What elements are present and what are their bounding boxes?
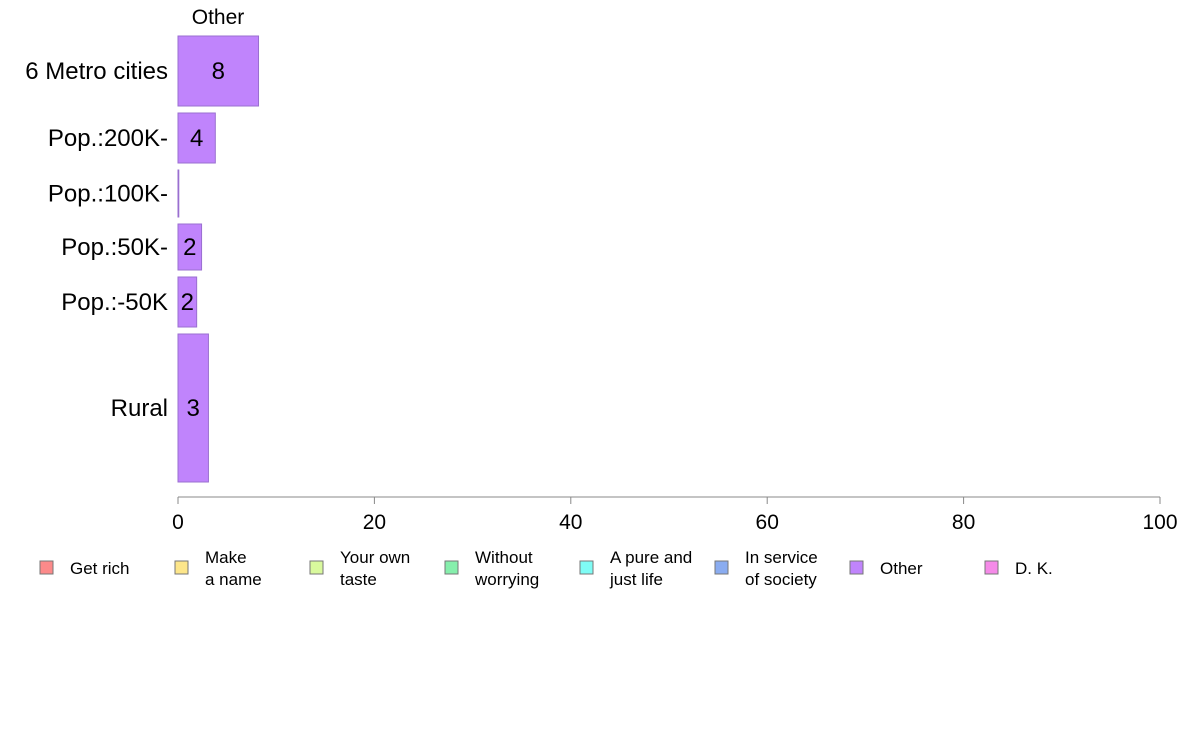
bars: 8 4 2 2 3 xyxy=(177,35,260,483)
legend-label: A pure and xyxy=(610,548,692,567)
category-labels: 6 Metro cities Pop.:200K- Pop.:100K- Pop.:5… xyxy=(25,58,168,422)
x-tick-label: 20 xyxy=(363,511,386,534)
legend-swatch xyxy=(444,560,459,575)
x-tick-label: 80 xyxy=(952,511,975,534)
x-tick-label: 0 xyxy=(172,511,184,534)
legend-swatch xyxy=(714,560,729,575)
data-label: 8 xyxy=(212,58,225,85)
x-axis: 0 20 40 60 80 100 xyxy=(172,496,1178,534)
legend-item: Without worrying xyxy=(444,548,539,589)
legend-label: Get rich xyxy=(70,559,130,578)
legend-label: worrying xyxy=(474,570,539,589)
bar xyxy=(177,169,180,218)
legend-swatch xyxy=(309,560,324,575)
legend-item: Other xyxy=(849,559,923,578)
legend-swatch xyxy=(984,560,999,575)
category-label: Rural xyxy=(111,395,168,422)
x-tick-label: 60 xyxy=(756,511,779,534)
legend-item: A pure and just life xyxy=(579,548,692,589)
bar xyxy=(177,333,209,483)
legend-label: In service xyxy=(745,548,818,567)
legend-label: Without xyxy=(475,548,533,567)
category-label: Pop.:100K- xyxy=(48,181,168,208)
data-label: 4 xyxy=(190,125,203,152)
x-tick-label: 100 xyxy=(1142,511,1177,534)
legend-swatch xyxy=(579,560,594,575)
legend-item: D. K. xyxy=(984,559,1053,578)
category-label: 6 Metro cities xyxy=(25,58,168,85)
data-label: 3 xyxy=(187,395,200,422)
legend-label: Your own xyxy=(340,548,410,567)
category-label: Pop.:50K- xyxy=(61,234,168,261)
legend-label: just life xyxy=(609,570,663,589)
bar xyxy=(177,35,260,107)
legend-swatch xyxy=(849,560,864,575)
panel-title: Other xyxy=(192,6,245,29)
data-label: 2 xyxy=(181,289,194,316)
category-label: Pop.:-50K xyxy=(61,289,168,316)
data-label: 2 xyxy=(183,234,196,261)
category-label: Pop.:200K- xyxy=(48,125,168,152)
legend: Get rich Make a name Your own taste Without wo… xyxy=(39,548,1053,589)
legend-label: Other xyxy=(880,559,923,578)
legend-item: Make a name xyxy=(174,548,262,589)
legend-swatch xyxy=(39,560,54,575)
legend-swatch xyxy=(174,560,189,575)
legend-label: Make xyxy=(205,548,247,567)
bar xyxy=(177,276,198,328)
legend-label: a name xyxy=(205,570,262,589)
x-tick-label: 40 xyxy=(559,511,582,534)
legend-item: In service of society xyxy=(714,548,818,589)
legend-label: D. K. xyxy=(1015,559,1053,578)
legend-item: Your own taste xyxy=(309,548,410,589)
legend-label: of society xyxy=(745,570,817,589)
bar xyxy=(177,223,203,271)
legend-label: taste xyxy=(340,570,377,589)
legend-item: Get rich xyxy=(39,559,130,578)
bar xyxy=(177,112,216,164)
